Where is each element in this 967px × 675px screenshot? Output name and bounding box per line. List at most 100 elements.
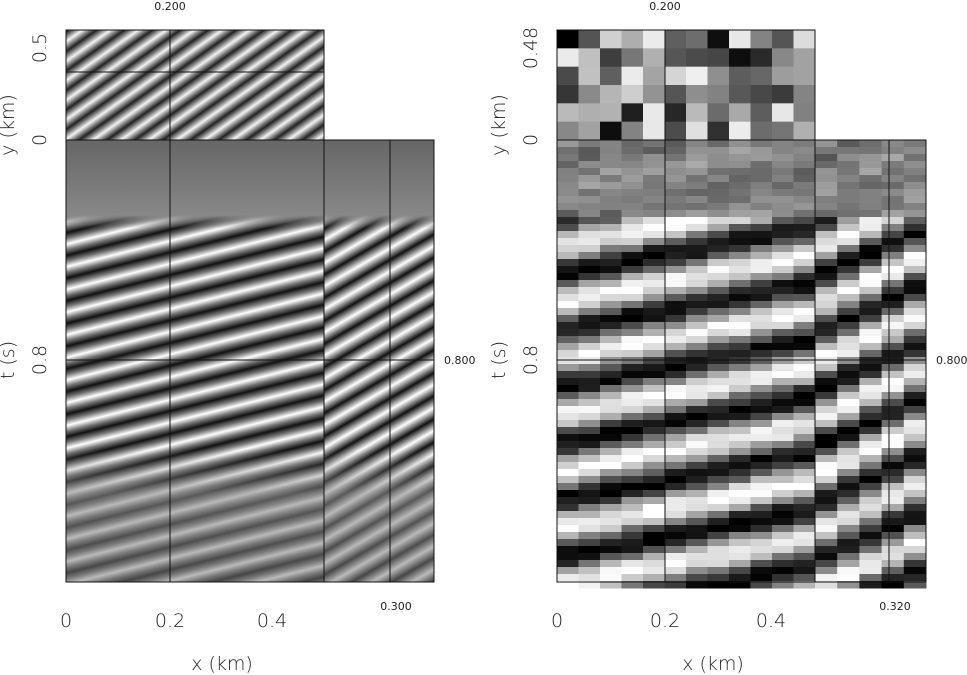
top-cell xyxy=(557,66,579,86)
front-cell xyxy=(881,147,905,155)
front-cell xyxy=(793,392,816,400)
top-cell xyxy=(643,48,665,68)
front-cell xyxy=(557,434,579,442)
front-cell xyxy=(664,273,687,281)
front-cell xyxy=(686,434,708,442)
front-cell xyxy=(793,539,816,547)
front-cell xyxy=(859,357,883,365)
front-cell xyxy=(557,210,579,218)
front-cell xyxy=(837,420,860,428)
front-cell xyxy=(643,385,665,393)
front-cell xyxy=(750,343,773,351)
front-cell xyxy=(729,350,751,358)
front-cell xyxy=(600,329,622,337)
front-cell xyxy=(578,532,601,540)
front-cell xyxy=(643,364,665,372)
top-cell xyxy=(772,121,794,141)
front-cell xyxy=(643,553,665,561)
front-cell xyxy=(793,210,816,218)
front-cell xyxy=(793,553,816,561)
front-cell xyxy=(578,392,601,400)
front-cell xyxy=(686,147,708,155)
front-cell xyxy=(793,455,816,463)
front-cell xyxy=(578,189,601,197)
front-cell xyxy=(707,469,730,477)
front-cell xyxy=(793,441,816,449)
front-cell xyxy=(578,434,601,442)
front-cell xyxy=(578,308,601,316)
front-cell xyxy=(793,273,816,281)
front-cell xyxy=(903,532,927,540)
front-cell xyxy=(903,560,927,568)
front-cell xyxy=(837,385,860,393)
front-cell xyxy=(600,448,622,456)
front-cell xyxy=(815,308,838,316)
front-cell xyxy=(578,420,601,428)
front-cell xyxy=(815,364,838,372)
front-cell xyxy=(557,175,579,183)
front-cell xyxy=(557,525,579,533)
top-cell xyxy=(643,30,665,49)
front-cell xyxy=(600,210,622,218)
top-cell xyxy=(578,121,601,141)
front-cell xyxy=(664,560,687,568)
front-cell xyxy=(815,259,838,267)
front-cell xyxy=(557,476,579,484)
front-cell xyxy=(772,217,794,225)
front-cell xyxy=(881,161,905,169)
front-cell xyxy=(686,574,708,582)
front-cell xyxy=(557,413,579,421)
front-cell xyxy=(643,539,665,547)
front-cell xyxy=(772,357,794,365)
front-cell xyxy=(664,203,687,211)
front-cell xyxy=(837,203,860,211)
front-cell xyxy=(664,448,687,456)
front-cell xyxy=(621,294,644,302)
front-cell xyxy=(557,280,579,288)
top-cell xyxy=(621,85,644,104)
front-cell xyxy=(837,252,860,260)
front-cell xyxy=(600,434,622,442)
front-cell xyxy=(557,420,579,428)
front-cell xyxy=(750,371,773,379)
top-cell xyxy=(578,85,601,104)
top-cell xyxy=(686,66,708,86)
front-cell xyxy=(686,399,708,407)
front-cell xyxy=(859,490,883,498)
front-cell xyxy=(750,560,773,568)
front-cell xyxy=(578,469,601,477)
front-cell xyxy=(664,539,687,547)
top-cell xyxy=(664,85,687,104)
front-cell xyxy=(664,182,687,190)
front-cell xyxy=(881,406,905,414)
front-cell xyxy=(772,462,794,470)
front-cell xyxy=(837,378,860,386)
front-cell xyxy=(729,560,751,568)
front-cell xyxy=(793,147,816,155)
front-cell xyxy=(881,581,905,589)
front-cell xyxy=(686,252,708,260)
front-cell xyxy=(793,196,816,204)
front-cell xyxy=(815,455,838,463)
top-cell xyxy=(750,85,773,104)
top-cell xyxy=(600,48,622,68)
front-cell xyxy=(793,301,816,309)
x-tick-label: 0.2 xyxy=(650,610,680,632)
front-cell xyxy=(621,427,644,435)
front-cell xyxy=(664,364,687,372)
front-cell xyxy=(750,483,773,491)
front-cell xyxy=(664,266,687,274)
front-cell xyxy=(664,343,687,351)
front-cell xyxy=(793,511,816,519)
front-cell xyxy=(664,483,687,491)
front-cell xyxy=(881,455,905,463)
front-cell xyxy=(903,504,927,512)
front-cell xyxy=(793,245,816,253)
front-cell xyxy=(643,567,665,575)
front-cell xyxy=(578,476,601,484)
front-cell xyxy=(707,231,730,239)
front-cell xyxy=(793,154,816,162)
front-cell xyxy=(750,525,773,533)
front-cell xyxy=(578,322,601,330)
front-cell xyxy=(859,434,883,442)
